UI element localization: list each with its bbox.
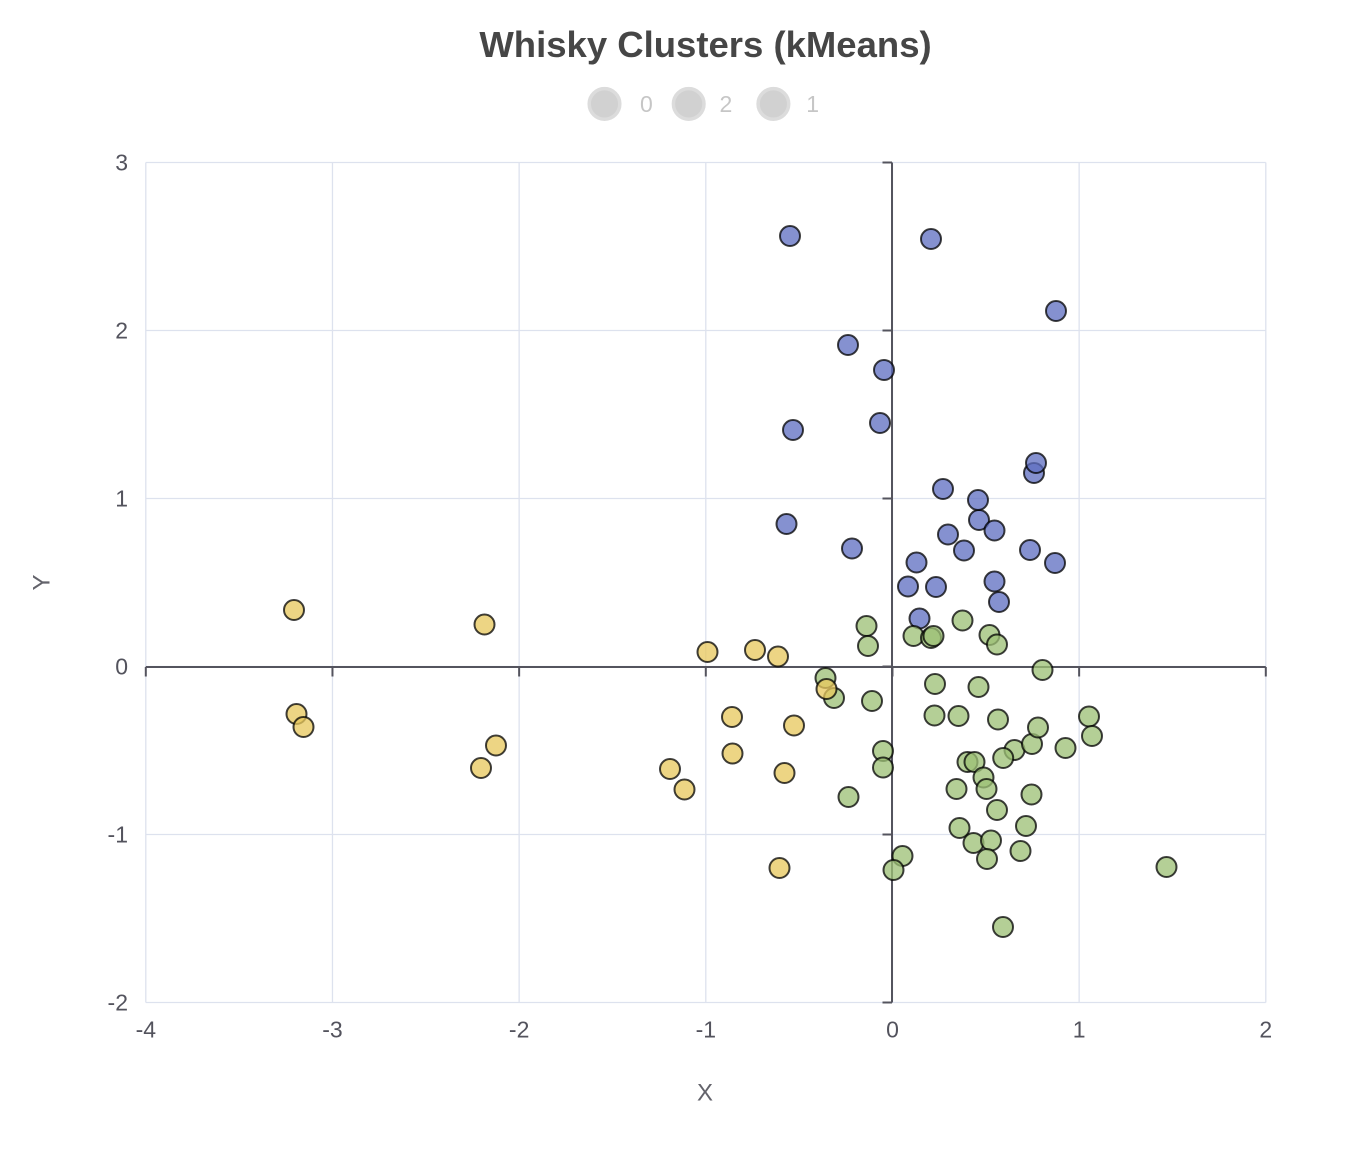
svg-text:X: X: [697, 1080, 713, 1107]
svg-text:2: 2: [1259, 1017, 1272, 1043]
svg-text:-2: -2: [108, 990, 128, 1016]
svg-text:-3: -3: [322, 1017, 342, 1043]
svg-text:-4: -4: [136, 1017, 157, 1043]
svg-text:Y: Y: [29, 574, 56, 590]
svg-text:3: 3: [115, 150, 128, 176]
svg-text:2: 2: [115, 318, 128, 344]
svg-text:2: 2: [720, 91, 733, 117]
svg-text:0: 0: [115, 654, 128, 680]
svg-text:-1: -1: [108, 822, 128, 848]
svg-text:Whisky Clusters (kMeans): Whisky Clusters (kMeans): [479, 24, 931, 65]
svg-text:0: 0: [886, 1017, 899, 1043]
svg-text:-2: -2: [509, 1017, 529, 1043]
svg-text:1: 1: [1073, 1017, 1086, 1043]
svg-text:-1: -1: [696, 1017, 716, 1043]
svg-text:1: 1: [806, 91, 819, 117]
svg-text:1: 1: [115, 486, 128, 512]
svg-text:0: 0: [640, 91, 653, 117]
